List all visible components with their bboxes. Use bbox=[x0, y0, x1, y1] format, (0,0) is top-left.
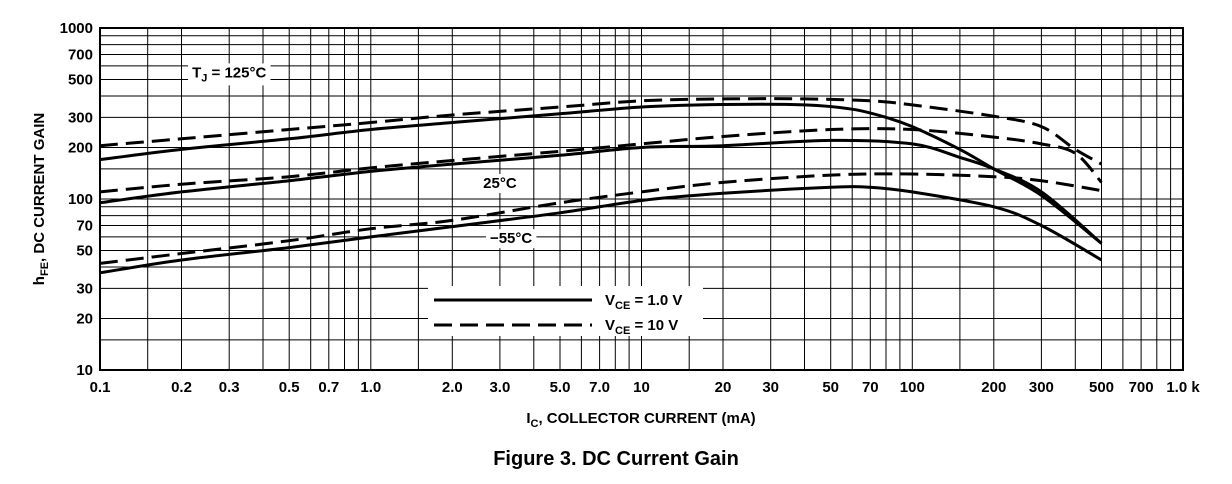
x-tick-label: 3.0 bbox=[489, 379, 510, 396]
x-tick-label: 700 bbox=[1129, 379, 1154, 396]
x-axis-label-rest: , COLLECTOR CURRENT (mA) bbox=[538, 410, 755, 427]
series-line-vce-10v-1 bbox=[99, 97, 1103, 166]
y-axis-label: hFE, DC CURRENT GAIN bbox=[31, 113, 51, 285]
legend-background bbox=[428, 286, 703, 336]
x-tick-label: 200 bbox=[981, 379, 1006, 396]
y-tick-label: 700 bbox=[68, 47, 93, 64]
annotation-label-0: TJ = 125°C bbox=[188, 63, 271, 86]
x-tick-label: 30 bbox=[762, 379, 779, 396]
x-tick-label: 500 bbox=[1089, 379, 1114, 396]
x-tick-label: 5.0 bbox=[550, 379, 571, 396]
x-tick-label: 100 bbox=[900, 379, 925, 396]
series-line-vce-10v-3 bbox=[99, 127, 1103, 194]
annotation-label-1: 25°C bbox=[479, 174, 521, 193]
series-layer bbox=[99, 97, 1103, 275]
y-axis-label-main: h bbox=[31, 276, 48, 285]
series-line-vce-1v-0 bbox=[99, 102, 1103, 245]
annotation-label-2: −55°C bbox=[485, 229, 537, 249]
x-tick-label: 20 bbox=[715, 379, 732, 396]
series-line-vce-1v-4 bbox=[99, 185, 1103, 275]
y-tick-label: 200 bbox=[68, 140, 93, 157]
y-tick-label: 10 bbox=[76, 362, 93, 379]
dc-current-gain-chart: TJ = 125°C 25°C −55°C VCE = 1.0 V VCE = 10 … bbox=[31, 20, 1201, 430]
x-tick-label: 0.5 bbox=[279, 379, 300, 396]
y-tick-labels: 10 20 30 50 70 100 200 300 500 700 1000 bbox=[60, 20, 93, 379]
chart-legend: VCE = 1.0 V VCE = 10 V bbox=[428, 286, 703, 337]
x-tick-label: 300 bbox=[1029, 379, 1054, 396]
annotation-label-0-bg bbox=[188, 63, 271, 86]
series-line-vce-1v-2 bbox=[99, 138, 1103, 245]
x-tick-labels: 0.1 0.2 0.3 0.5 0.7 1.0 2.0 3.0 5.0 7.0 10 20 30 50 70… bbox=[90, 379, 1201, 396]
x-tick-label: 0.3 bbox=[219, 379, 240, 396]
y-tick-label: 30 bbox=[76, 280, 93, 297]
x-tick-label: 50 bbox=[822, 379, 839, 396]
legend-label-0: VCE = 1.0 V bbox=[605, 292, 682, 312]
y-tick-label: 20 bbox=[76, 311, 93, 328]
annotation-layer: TJ = 125°C 25°C −55°C bbox=[188, 63, 537, 249]
y-tick-label: 500 bbox=[68, 72, 93, 89]
x-tick-label: 1.0 k bbox=[1166, 379, 1200, 396]
annotation-label-2-bg bbox=[485, 229, 537, 249]
y-tick-label: 300 bbox=[68, 109, 93, 126]
annotation-label-0-text: TJ = 125°C bbox=[192, 64, 266, 84]
x-tick-label: 0.2 bbox=[171, 379, 192, 396]
figure-caption: Figure 3. DC Current Gain bbox=[493, 448, 739, 470]
annotation-label-1-text: 25°C bbox=[483, 175, 517, 192]
y-tick-label: 50 bbox=[76, 243, 93, 260]
x-axis-label-sub: C bbox=[531, 418, 539, 430]
x-tick-label: 0.1 bbox=[90, 379, 111, 396]
x-tick-label: 2.0 bbox=[442, 379, 463, 396]
x-axis-label-main: I bbox=[526, 410, 530, 427]
annotation-label-1-bg bbox=[479, 174, 521, 193]
chart-grid bbox=[99, 27, 1184, 371]
y-tick-label: 100 bbox=[68, 191, 93, 208]
y-tick-label: 1000 bbox=[60, 20, 93, 37]
x-tick-label: 1.0 bbox=[360, 379, 381, 396]
y-axis-label-sub: FE bbox=[39, 262, 51, 276]
y-tick-label: 70 bbox=[76, 218, 93, 235]
x-axis-label: IC, COLLECTOR CURRENT (mA) bbox=[526, 410, 755, 430]
annotation-label-2-text: −55°C bbox=[490, 230, 532, 247]
legend-label-1: VCE = 10 V bbox=[605, 317, 678, 337]
x-tick-label: 70 bbox=[862, 379, 879, 396]
x-tick-label: 10 bbox=[633, 379, 650, 396]
x-tick-label: 0.7 bbox=[318, 379, 339, 396]
series-line-vce-10v-5 bbox=[99, 172, 1102, 265]
y-axis-label-rest: , DC CURRENT GAIN bbox=[31, 113, 48, 262]
x-tick-label: 7.0 bbox=[589, 379, 610, 396]
plot-frame bbox=[99, 27, 1184, 371]
